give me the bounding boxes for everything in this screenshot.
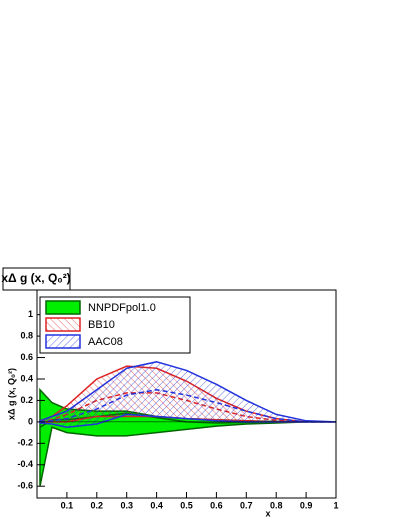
legend-label: BB10	[88, 319, 115, 331]
x-tick-label: 0.3	[120, 500, 133, 510]
legend-swatch	[45, 334, 81, 349]
y-tick-label: -0.2	[17, 438, 33, 448]
central-line	[39, 388, 336, 423]
y-tick-label: 1	[28, 309, 33, 319]
x-tick-label: 0.5	[180, 500, 193, 510]
x-tick-label: 0.7	[240, 500, 253, 510]
legend-label: AAC08	[88, 336, 123, 348]
legend-label: NNPDFpol1.0	[88, 302, 156, 314]
y-tick-label: 0.4	[20, 373, 33, 383]
y-tick-label: 0.2	[20, 395, 33, 405]
y-tick-label: 0.8	[20, 330, 33, 340]
legend-swatch	[45, 300, 81, 315]
x-tick-label: 1	[333, 500, 338, 510]
x-tick-label: 0.8	[270, 500, 283, 510]
y-tick-label: 0	[28, 416, 33, 426]
y-tick-label: -0.6	[17, 481, 33, 491]
x-tick-label: 0.9	[300, 500, 313, 510]
y-tick-label: -0.4	[17, 459, 33, 469]
y-tick-label: 0.6	[20, 352, 33, 362]
x-tick-label: 0.4	[150, 500, 163, 510]
x-tick-label: 0.2	[91, 500, 104, 510]
legend-swatch	[45, 317, 81, 332]
x-tick-label: 0.6	[210, 500, 223, 510]
x-tick-label: 0.1	[61, 500, 74, 510]
y-axis-label: xΔ g (x, Q₀²)	[6, 368, 16, 420]
chart-title: xΔ g (x, Q₀²)	[1, 271, 70, 285]
x-axis-label: x	[265, 508, 270, 518]
